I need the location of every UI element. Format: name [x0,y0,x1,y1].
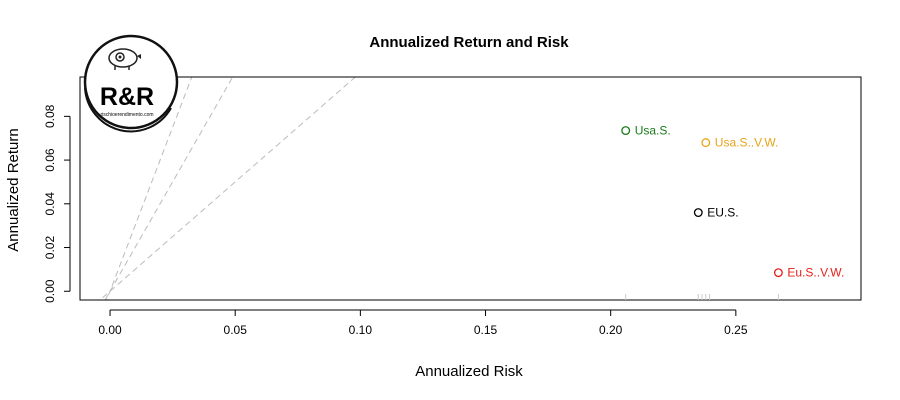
data-points: Usa.S. Usa.S..V.W. EU.S. Eu.S..V.W. [621,124,844,280]
data-point-label: Eu.S..V.W. [787,266,844,280]
y-axis: 0.00 0.02 0.04 0.06 0.08 [43,104,71,303]
data-point-label: EU.S. [707,206,738,220]
y-tick-label: 0.04 [43,192,57,216]
x-tick-label: 0.20 [599,323,623,337]
data-point [701,138,711,148]
logo: R&R rischioerendimento.com [83,34,179,133]
chart-title: Annualized Return and Risk [369,34,569,51]
plot-frame [79,76,862,301]
y-tick-label: 0.06 [43,148,57,172]
data-point [621,126,631,136]
piggy-bank-gear-icon [108,48,141,70]
reference-lines [99,77,357,300]
x-axis: 0.00 0.05 0.10 0.15 0.20 0.25 [98,309,748,337]
x-tick-label: 0.00 [98,323,122,337]
y-tick-label: 0.00 [43,279,57,303]
reference-line-2 [104,77,234,300]
data-point [773,268,783,278]
reference-line-3 [99,77,357,300]
data-point-label: Usa.S..V.W. [715,136,779,150]
x-tick-label: 0.05 [224,323,248,337]
x-tick-label: 0.15 [474,323,498,337]
x-axis-title: Annualized Risk [415,363,523,380]
logo-subtext: rischioerendimento.com [100,112,153,118]
data-point-label: Usa.S. [635,124,671,138]
logo-text: R&R [100,83,154,111]
y-axis-title: Annualized Return [5,128,22,251]
y-tick-label: 0.02 [43,236,57,260]
x-tick-label: 0.10 [349,323,373,337]
reference-line-1 [106,77,193,300]
data-point [693,208,703,217]
rug-marks [625,294,779,300]
x-tick-label: 0.25 [724,323,748,337]
y-tick-label: 0.08 [43,104,57,128]
